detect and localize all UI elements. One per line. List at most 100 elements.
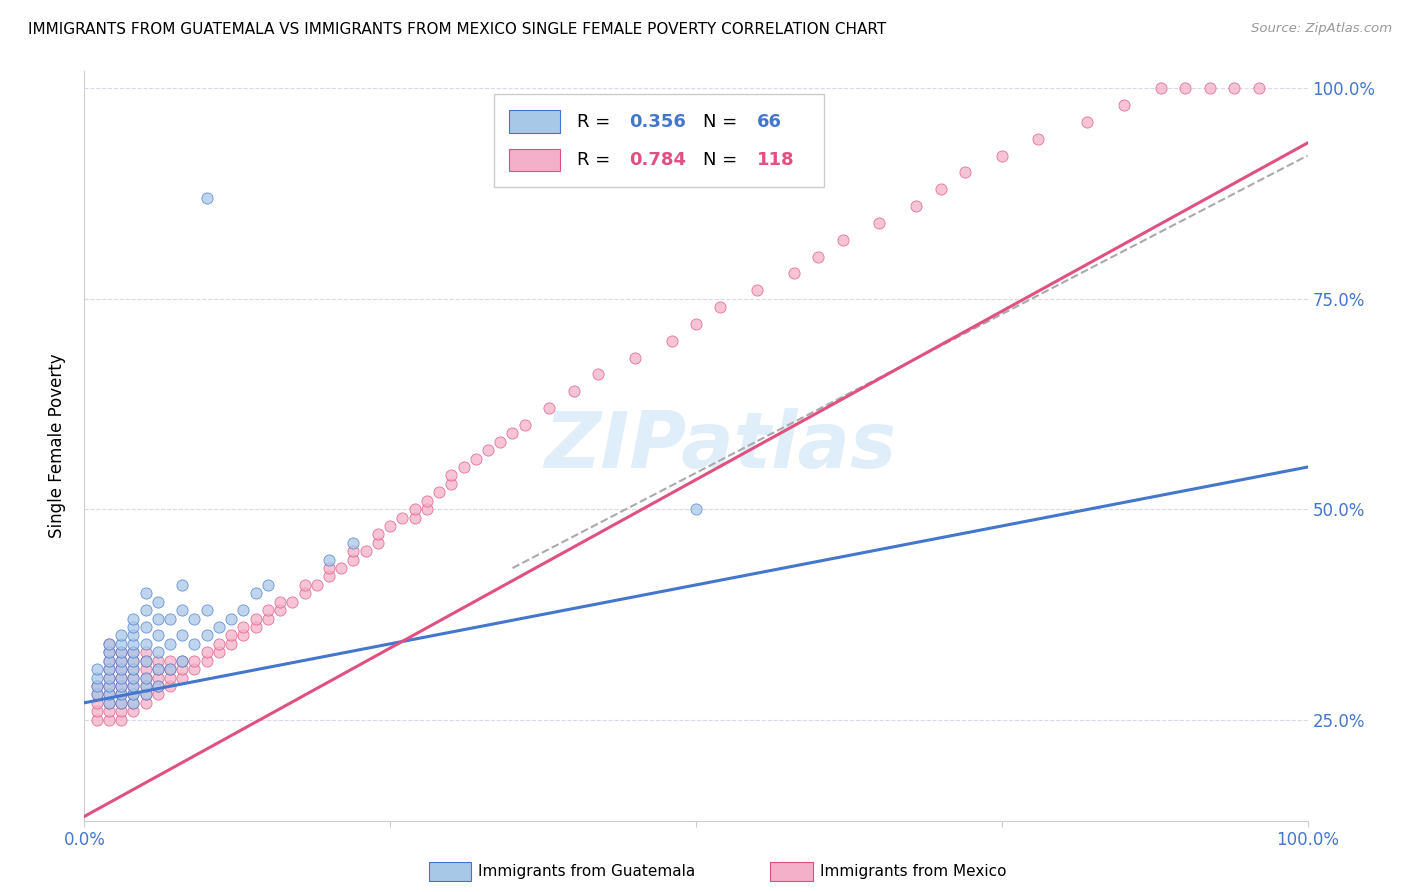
Point (269, 595, 291, 609)
Point (953, 165, 976, 179)
Point (97, 687, 120, 701)
Point (135, 671, 157, 685)
Text: 118: 118 (758, 151, 794, 169)
Text: Immigrants from Mexico: Immigrants from Mexico (820, 864, 1007, 879)
Point (232, 628, 254, 642)
Point (245, 586, 267, 600)
Point (1114, 98, 1136, 112)
Point (110, 645, 132, 659)
Point (208, 620, 231, 634)
Point (122, 637, 145, 651)
Point (1076, 115, 1098, 129)
Point (318, 552, 340, 566)
Point (661, 334, 683, 348)
Point (991, 148, 1014, 162)
Point (110, 637, 132, 651)
Point (195, 628, 218, 642)
Point (416, 502, 439, 516)
FancyBboxPatch shape (509, 149, 560, 171)
Point (183, 654, 205, 668)
Point (172, 654, 194, 668)
Point (380, 519, 402, 533)
Point (172, 671, 194, 685)
Point (122, 628, 145, 642)
Point (135, 645, 157, 659)
Point (110, 662, 132, 676)
Point (110, 671, 132, 685)
Point (440, 476, 463, 491)
Point (146, 679, 169, 693)
Text: N =: N = (703, 112, 744, 130)
Point (219, 611, 242, 625)
Point (122, 704, 145, 718)
Point (135, 654, 157, 668)
Point (208, 637, 231, 651)
Point (110, 687, 132, 701)
Point (159, 611, 181, 625)
Point (135, 679, 157, 693)
Point (122, 696, 145, 710)
Point (464, 451, 486, 466)
Point (86, 687, 108, 701)
Point (562, 384, 585, 399)
Point (86, 679, 108, 693)
Point (342, 544, 364, 558)
Text: R =: R = (578, 151, 616, 169)
Point (538, 401, 561, 416)
Point (110, 679, 132, 693)
Point (159, 671, 181, 685)
Point (146, 595, 169, 609)
Point (122, 654, 145, 668)
Point (122, 645, 145, 659)
Point (183, 662, 205, 676)
Point (416, 493, 439, 508)
Point (97, 679, 120, 693)
Point (135, 603, 157, 617)
Point (135, 687, 157, 701)
Text: Immigrants from Guatemala: Immigrants from Guatemala (478, 864, 696, 879)
Point (305, 578, 328, 592)
Point (97, 687, 120, 701)
Point (195, 603, 218, 617)
Point (427, 485, 450, 500)
Point (195, 191, 218, 205)
Point (110, 696, 132, 710)
Point (122, 611, 145, 625)
Point (367, 536, 389, 550)
Point (245, 620, 267, 634)
Point (97, 662, 120, 676)
Point (122, 679, 145, 693)
Text: 66: 66 (758, 112, 782, 130)
Point (97, 654, 120, 668)
Point (685, 502, 707, 516)
Point (135, 620, 157, 634)
Point (342, 536, 364, 550)
Point (1223, 81, 1246, 95)
Point (135, 687, 157, 701)
Point (281, 595, 304, 609)
Point (146, 654, 169, 668)
Point (97, 704, 120, 718)
Point (354, 544, 377, 558)
Text: IMMIGRANTS FROM GUATEMALA VS IMMIGRANTS FROM MEXICO SINGLE FEMALE POVERTY CORREL: IMMIGRANTS FROM GUATEMALA VS IMMIGRANTS … (28, 22, 886, 37)
Point (97, 671, 120, 685)
Text: Source: ZipAtlas.com: Source: ZipAtlas.com (1251, 22, 1392, 36)
Point (97, 645, 120, 659)
Point (330, 561, 353, 575)
Point (122, 662, 145, 676)
Point (86, 696, 108, 710)
Point (122, 687, 145, 701)
Point (257, 603, 280, 617)
Point (97, 679, 120, 693)
Point (159, 662, 181, 676)
Point (257, 611, 280, 625)
Point (146, 687, 169, 701)
Point (110, 679, 132, 693)
FancyBboxPatch shape (494, 94, 824, 187)
Point (110, 654, 132, 668)
Text: R =: R = (578, 112, 616, 130)
Point (110, 662, 132, 676)
Point (122, 671, 145, 685)
Point (513, 417, 536, 432)
Point (257, 578, 280, 592)
